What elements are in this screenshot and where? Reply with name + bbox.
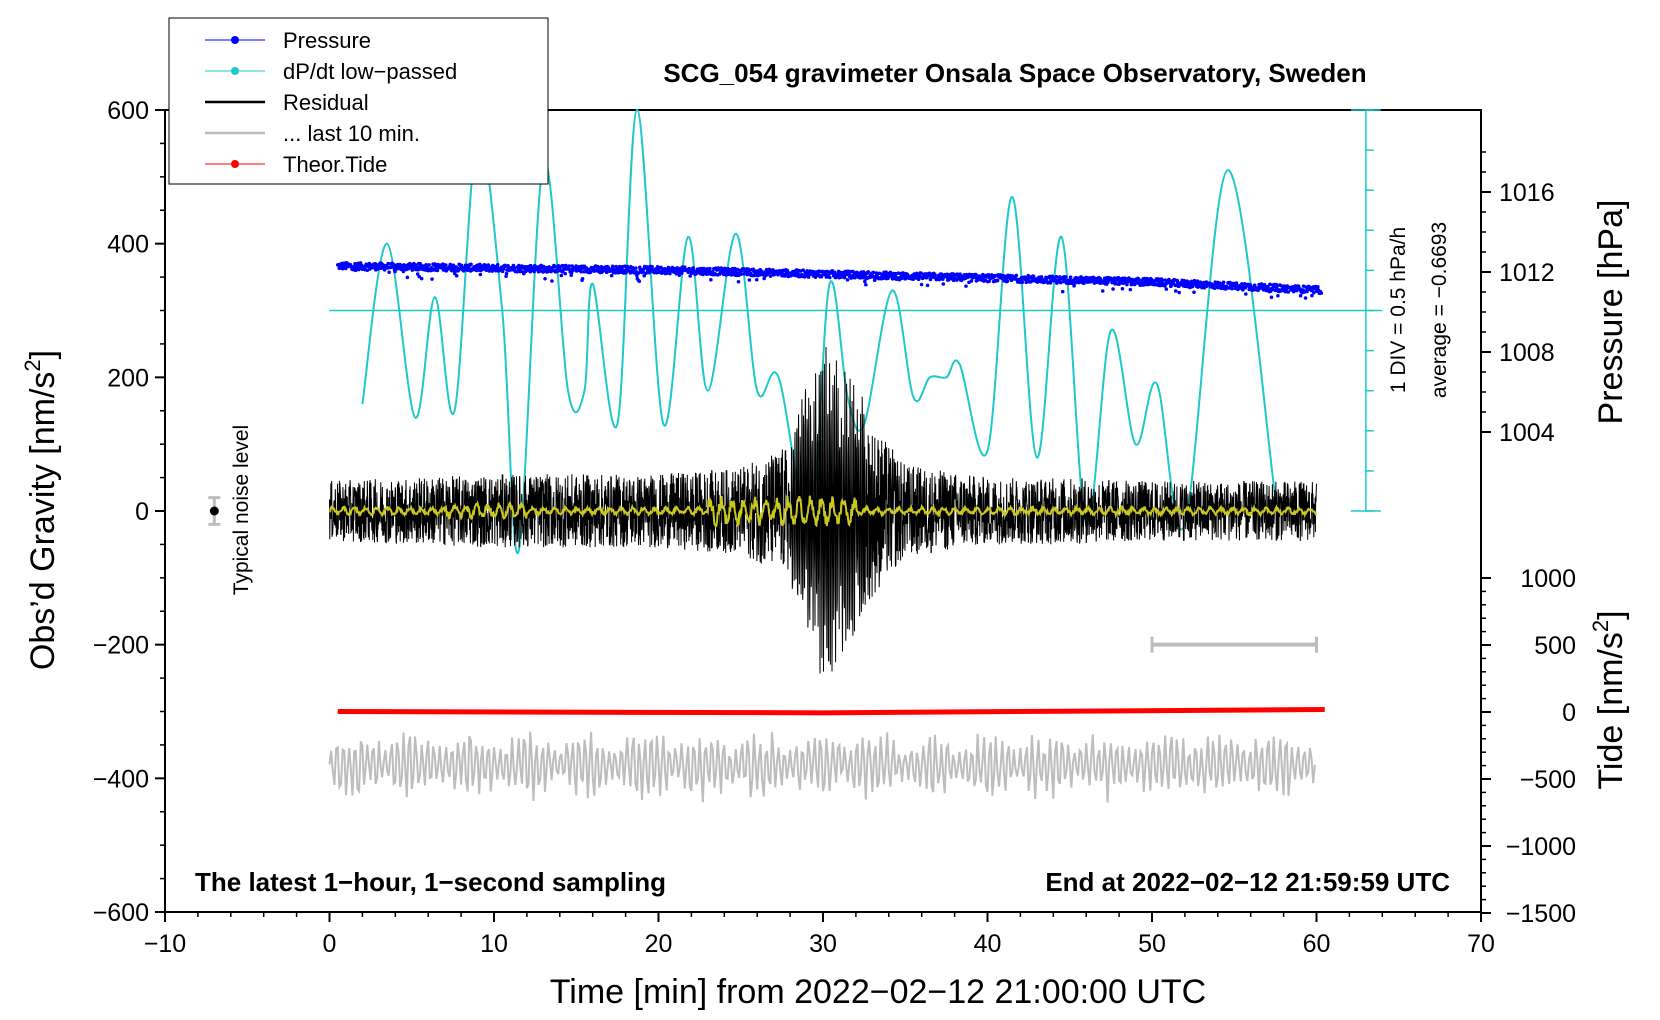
pressure-tick-label: 1008 [1499, 339, 1555, 367]
tide-tick-label: −1000 [1506, 833, 1576, 861]
x-tick-label: 30 [809, 930, 837, 958]
noise-level-marker [208, 496, 221, 526]
pressure-axis-title: Pressure [hPa] [1592, 200, 1630, 425]
legend-label: dP/dt low−passed [283, 59, 457, 84]
tide-tick-label: 500 [1534, 632, 1576, 660]
y-tick-label: −400 [93, 765, 149, 793]
lowpass-line [329, 495, 1318, 529]
x-tick-label: 10 [480, 930, 508, 958]
last-10-min-line [328, 731, 1316, 803]
y-tick-label: 200 [107, 364, 149, 392]
dpdt-scale-label: 1 DIV = 0.5 hPa/h [1387, 227, 1410, 393]
pressure-series [335, 261, 1324, 300]
sampling-note: The latest 1−hour, 1−second sampling [195, 867, 666, 897]
y-tick-label: 400 [107, 231, 149, 259]
y-tick-label: −200 [93, 632, 149, 660]
chart-title: SCG_054 gravimeter Onsala Space Observat… [663, 58, 1366, 88]
tide-tick-label: 1000 [1520, 565, 1576, 593]
x-tick-label: 20 [645, 930, 673, 958]
legend-label: ... last 10 min. [283, 121, 420, 146]
tide-axis-ticks: −1500 −1000 −500 0 500 1000 [1481, 565, 1576, 928]
y-axis-ticks: −600 −400 −200 0 200 400 600 [93, 97, 165, 927]
y-tick-label: 0 [135, 498, 149, 526]
tide-tick-label: −1500 [1506, 900, 1576, 928]
legend-marker [231, 67, 239, 75]
tide-series [337, 706, 1325, 716]
noise-point [209, 506, 219, 516]
tide-tick-label: −500 [1520, 766, 1576, 794]
y-axis-title: Obs’d Gravity [nm/s2] [20, 350, 62, 670]
ten-minute-scale-bar [1150, 636, 1318, 653]
y-tick-label: −600 [93, 899, 149, 927]
x-axis-title: Time [min] from 2022−02−12 21:00:00 UTC [550, 973, 1206, 1011]
x-axis-ticks: −10 0 10 20 30 40 50 60 70 [144, 912, 1495, 958]
legend-marker [231, 160, 239, 168]
end-time-note: End at 2022−02−12 21:59:59 UTC [1045, 867, 1450, 897]
pressure-tick-label: 1004 [1499, 419, 1555, 447]
tide-axis-title: Tide [nm/s2] [1588, 610, 1630, 789]
legend-label: Residual [283, 90, 369, 115]
pressure-axis-ticks: 1004 1008 1012 1016 [1481, 151, 1555, 447]
x-tick-label: 0 [323, 930, 337, 958]
tide-line [337, 706, 1325, 716]
dpdt-scale-axis [1350, 109, 1381, 512]
x-tick-label: 70 [1467, 930, 1495, 958]
legend-items: Pressure dP/dt low−passed Residual ... last… [205, 28, 457, 177]
legend-marker [231, 36, 239, 44]
legend-label: Theor.Tide [283, 152, 387, 177]
legend-label: Pressure [283, 28, 371, 53]
pressure-tick-label: 1012 [1499, 259, 1555, 287]
x-tick-label: 60 [1303, 930, 1331, 958]
tide-tick-label: 0 [1562, 699, 1576, 727]
dpdt-average-label: average = −0.6693 [1428, 222, 1451, 398]
x-tick-label: 40 [974, 930, 1002, 958]
legend: Pressure dP/dt low−passed Residual ... last… [168, 17, 549, 185]
x-tick-label: 50 [1138, 930, 1166, 958]
y-tick-label: 600 [107, 97, 149, 125]
last-10-min-series [328, 731, 1316, 803]
pressure-points [335, 261, 1324, 300]
noise-level-label: Typical noise level [230, 425, 253, 595]
pressure-tick-label: 1016 [1499, 179, 1555, 207]
lowpass-series [329, 495, 1318, 529]
x-tick-label: −10 [144, 930, 186, 958]
